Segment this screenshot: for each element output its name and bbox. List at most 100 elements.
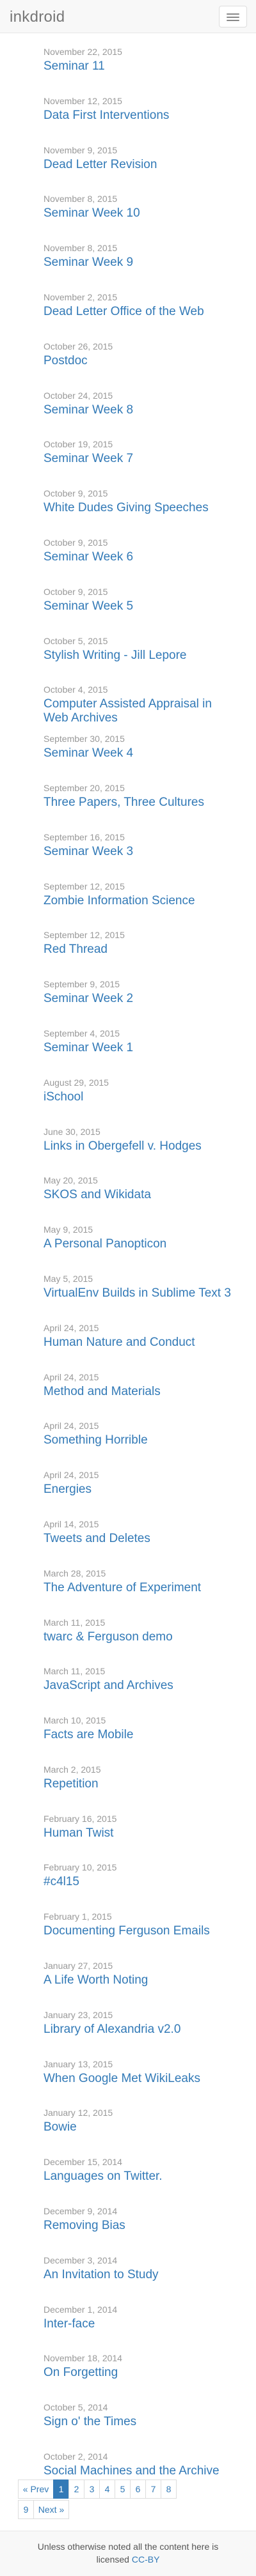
post-title-link[interactable]: Postdoc: [44, 353, 88, 367]
post-item: April 24, 2015 Method and Materials: [44, 1371, 236, 1421]
post-title-link[interactable]: An Invitation to Study: [44, 2267, 159, 2281]
post-item: November 8, 2015 Seminar Week 9: [44, 242, 236, 291]
post-title-link[interactable]: #c4l15: [44, 1875, 79, 1889]
prev-page-link[interactable]: « Prev: [18, 2480, 54, 2499]
post-item: November 2, 2015 Dead Letter Office of th…: [44, 291, 236, 341]
post-title-link[interactable]: VirtualEnv Builds in Sublime Text 3: [44, 1286, 231, 1300]
page-link-4[interactable]: 4: [99, 2480, 115, 2499]
post-title-link[interactable]: Links in Obergefell v. Hodges: [44, 1139, 202, 1153]
post-item: March 2, 2015 Repetition: [44, 1764, 236, 1813]
post-title-link[interactable]: Method and Materials: [44, 1384, 161, 1398]
page-link-2[interactable]: 2: [68, 2480, 84, 2499]
post-title-link[interactable]: Seminar Week 8: [44, 403, 134, 417]
post-item: September 12, 2015 Red Thread: [44, 929, 236, 978]
page-link-5[interactable]: 5: [115, 2480, 131, 2499]
post-title-link[interactable]: Computer Assisted Appraisal in Web Archi…: [44, 697, 212, 725]
post-title-link[interactable]: A Personal Panopticon: [44, 1237, 167, 1251]
page-link-9[interactable]: 9: [18, 2500, 34, 2519]
post-date: April 24, 2015: [44, 1421, 99, 1431]
post-title-link[interactable]: Data First Interventions: [44, 108, 170, 122]
post-title-link[interactable]: Dead Letter Revision: [44, 157, 157, 171]
next-page-link[interactable]: Next »: [33, 2500, 69, 2519]
post-item: March 28, 2015 The Adventure of Experimen…: [44, 1568, 236, 1617]
post-title-link[interactable]: Dead Letter Office of the Web: [44, 304, 204, 318]
post-title-link[interactable]: Languages on Twitter.: [44, 2170, 163, 2184]
post-date: October 24, 2015: [44, 390, 113, 401]
post-title-link[interactable]: Seminar Week 2: [44, 992, 134, 1006]
post-title-link[interactable]: Seminar Week 4: [44, 746, 134, 760]
post-item: October 4, 2015 Computer Assisted Apprais…: [44, 684, 236, 733]
post-title-link[interactable]: Sign o' the Times: [44, 2415, 137, 2429]
navbar: inkdroid: [0, 0, 256, 33]
post-date: September 16, 2015: [44, 831, 125, 842]
post-item: February 1, 2015 Documenting Ferguson Ema…: [44, 1911, 236, 1960]
post-title-link[interactable]: White Dudes Giving Speeches: [44, 501, 209, 515]
post-item: October 19, 2015 Seminar Week 7: [44, 438, 236, 488]
post-date: November 8, 2015: [44, 194, 118, 204]
post-title-link[interactable]: JavaScript and Archives: [44, 1679, 173, 1693]
post-title-link[interactable]: iSchool: [44, 1090, 84, 1104]
post-date: December 9, 2014: [44, 2206, 118, 2217]
post-date: May 9, 2015: [44, 1224, 93, 1235]
page-link-6[interactable]: 6: [130, 2480, 146, 2499]
post-item: May 9, 2015 A Personal Panopticon: [44, 1224, 236, 1273]
hamburger-menu-icon-bar: [227, 20, 239, 21]
post-title-link[interactable]: Inter-face: [44, 2317, 95, 2331]
post-title-link[interactable]: Social Machines and the Archive: [44, 2464, 220, 2478]
post-item: June 30, 2015 Links in Obergefell v. Hodg…: [44, 1126, 236, 1175]
post-title-link[interactable]: Energies: [44, 1483, 92, 1497]
post-date: December 1, 2014: [44, 2304, 118, 2315]
post-title-link[interactable]: Repetition: [44, 1777, 99, 1791]
post-item: January 27, 2015 A Life Worth Noting: [44, 1960, 236, 2009]
post-title-link[interactable]: Seminar Week 7: [44, 452, 134, 466]
post-date: November 12, 2015: [44, 95, 122, 106]
post-title-link[interactable]: Seminar Week 3: [44, 844, 134, 858]
post-title-link[interactable]: When Google Met WikiLeaks: [44, 2071, 200, 2085]
post-item: January 13, 2015 When Google Met WikiLeak…: [44, 2058, 236, 2108]
post-item: October 24, 2015 Seminar Week 8: [44, 390, 236, 439]
license-link[interactable]: CC-BY: [131, 2554, 160, 2564]
post-item: October 9, 2015 White Dudes Giving Speech…: [44, 488, 236, 537]
post-title-link[interactable]: Seminar Week 9: [44, 256, 134, 270]
page-link-7[interactable]: 7: [145, 2480, 161, 2499]
post-title-link[interactable]: Documenting Ferguson Emails: [44, 1924, 210, 1938]
post-title-link[interactable]: SKOS and Wikidata: [44, 1188, 151, 1202]
post-date: March 2, 2015: [44, 1764, 101, 1775]
post-date: March 11, 2015: [44, 1617, 106, 1628]
post-title-link[interactable]: Library of Alexandria v2.0: [44, 2022, 181, 2036]
page-link-3[interactable]: 3: [84, 2480, 100, 2499]
post-title-link[interactable]: Facts are Mobile: [44, 1728, 134, 1742]
post-title-link[interactable]: Human Twist: [44, 1826, 114, 1840]
post-title-link[interactable]: Seminar Week 1: [44, 1040, 134, 1054]
post-title-link[interactable]: Red Thread: [44, 943, 108, 957]
post-title-link[interactable]: On Forgetting: [44, 2366, 118, 2380]
page-link-1[interactable]: 1: [53, 2480, 69, 2499]
site-brand[interactable]: inkdroid: [10, 8, 65, 26]
post-title-link[interactable]: Stylish Writing - Jill Lepore: [44, 648, 187, 662]
post-title-link[interactable]: Seminar Week 5: [44, 599, 134, 613]
post-title-link[interactable]: Human Nature and Conduct: [44, 1335, 195, 1349]
post-item: April 24, 2015 Energies: [44, 1469, 236, 1518]
post-title-link[interactable]: Tweets and Deletes: [44, 1531, 150, 1545]
post-item: January 12, 2015 Bowie: [44, 2107, 236, 2156]
post-date: August 29, 2015: [44, 1077, 109, 1088]
post-date: October 4, 2015: [44, 684, 108, 695]
post-title-link[interactable]: The Adventure of Experiment: [44, 1580, 202, 1594]
page-link-8[interactable]: 8: [161, 2480, 177, 2499]
post-date: September 12, 2015: [44, 881, 125, 891]
post-title-link[interactable]: A Life Worth Noting: [44, 1973, 148, 1987]
post-item: March 11, 2015 JavaScript and Archives: [44, 1665, 236, 1715]
post-title-link[interactable]: Seminar Week 10: [44, 206, 140, 220]
post-title-link[interactable]: Seminar Week 6: [44, 550, 134, 564]
post-title-link[interactable]: Bowie: [44, 2120, 77, 2134]
menu-toggle-button[interactable]: [219, 6, 247, 27]
post-title-link[interactable]: Something Horrible: [44, 1433, 148, 1447]
post-title-link[interactable]: Three Papers, Three Cultures: [44, 795, 204, 809]
post-title-link[interactable]: twarc & Ferguson demo: [44, 1630, 173, 1644]
post-title-link[interactable]: Zombie Information Science: [44, 893, 195, 907]
post-item: February 16, 2015 Human Twist: [44, 1813, 236, 1862]
post-title-link[interactable]: Removing Bias: [44, 2219, 125, 2233]
post-date: May 20, 2015: [44, 1175, 98, 1186]
post-title-link[interactable]: Seminar 11: [44, 59, 105, 73]
post-item: September 9, 2015 Seminar Week 2: [44, 978, 236, 1028]
